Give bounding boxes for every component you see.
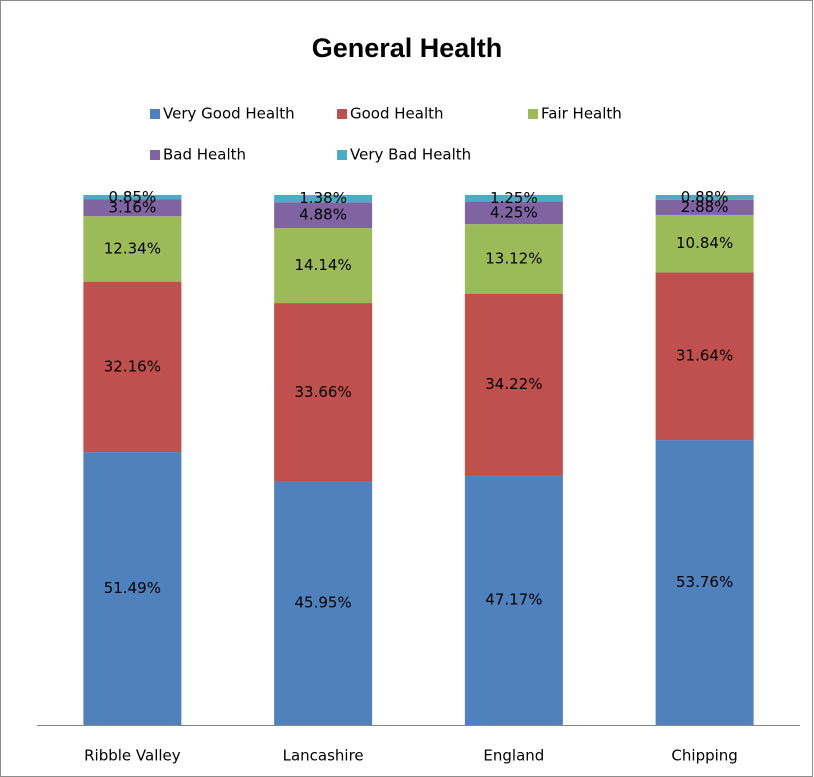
bar-segment — [83, 216, 182, 282]
data-label: 0.88% — [681, 188, 729, 206]
bar-segment — [655, 195, 754, 200]
bar-segment — [83, 195, 182, 200]
data-label: 33.66% — [295, 383, 352, 401]
data-label: 4.88% — [299, 206, 347, 224]
data-label: 32.16% — [104, 357, 161, 375]
data-label: 53.76% — [676, 573, 733, 591]
bar-segment — [464, 224, 563, 294]
data-label: 1.25% — [490, 189, 538, 207]
legend-swatch — [337, 109, 347, 119]
bar-segment — [274, 194, 373, 203]
bar-segment — [655, 440, 754, 725]
bar-segment — [274, 202, 373, 229]
x-tick-label: Lancashire — [283, 747, 364, 765]
chart-title: General Health — [312, 33, 503, 63]
legend-label: Very Good Health — [163, 105, 295, 123]
data-label: 51.49% — [104, 579, 161, 597]
bar-segment — [655, 214, 754, 273]
bar-segment — [83, 199, 182, 217]
bar-segment — [274, 303, 373, 482]
data-label: 4.25% — [490, 203, 538, 221]
x-tick-label: England — [483, 747, 544, 765]
legend-swatch — [337, 150, 347, 160]
bar-segment — [655, 199, 754, 215]
data-label: 47.17% — [485, 590, 542, 608]
legend-label: Bad Health — [163, 146, 246, 164]
data-label: 31.64% — [676, 347, 733, 365]
legend-swatch — [150, 109, 160, 119]
data-label: 13.12% — [485, 249, 542, 267]
legend-label: Very Bad Health — [350, 146, 471, 164]
bar-segment — [464, 293, 563, 475]
legend-swatch — [150, 150, 160, 160]
data-label: 34.22% — [485, 375, 542, 393]
x-tick-label: Chipping — [671, 747, 737, 765]
data-label: 2.88% — [681, 198, 729, 216]
legend-label: Fair Health — [541, 105, 622, 123]
data-label: 1.38% — [299, 189, 347, 207]
data-label: 45.95% — [295, 594, 352, 612]
bar-segment — [83, 281, 182, 453]
data-label: 3.16% — [109, 198, 157, 216]
legend-label: Good Health — [350, 105, 444, 123]
bar-segment — [464, 474, 563, 725]
data-label: 10.84% — [676, 234, 733, 252]
bar-segment — [464, 194, 563, 202]
bar-segment — [274, 228, 373, 304]
bar-segment — [83, 452, 182, 725]
legend-swatch — [528, 109, 538, 119]
bar-segment — [655, 272, 754, 441]
data-label: 14.14% — [295, 256, 352, 274]
data-label: 0.85% — [109, 188, 157, 206]
data-label: 12.34% — [104, 239, 161, 257]
bar-segment — [274, 481, 373, 725]
x-tick-label: Ribble Valley — [84, 747, 181, 765]
bar-segment — [464, 201, 563, 225]
